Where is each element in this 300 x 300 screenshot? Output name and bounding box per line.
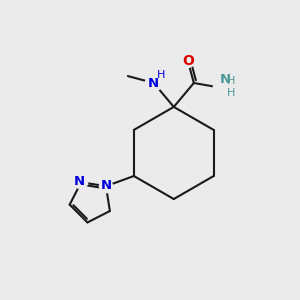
Text: H: H <box>227 88 236 98</box>
Text: N: N <box>148 77 159 90</box>
Text: O: O <box>182 54 194 68</box>
Text: N: N <box>101 179 112 192</box>
Circle shape <box>182 54 195 68</box>
Text: N: N <box>74 175 85 188</box>
Text: H: H <box>157 70 165 80</box>
Circle shape <box>146 75 162 91</box>
Circle shape <box>75 176 88 189</box>
Text: H: H <box>227 76 236 86</box>
Circle shape <box>99 180 112 193</box>
Text: N: N <box>220 73 231 86</box>
Circle shape <box>213 79 231 96</box>
